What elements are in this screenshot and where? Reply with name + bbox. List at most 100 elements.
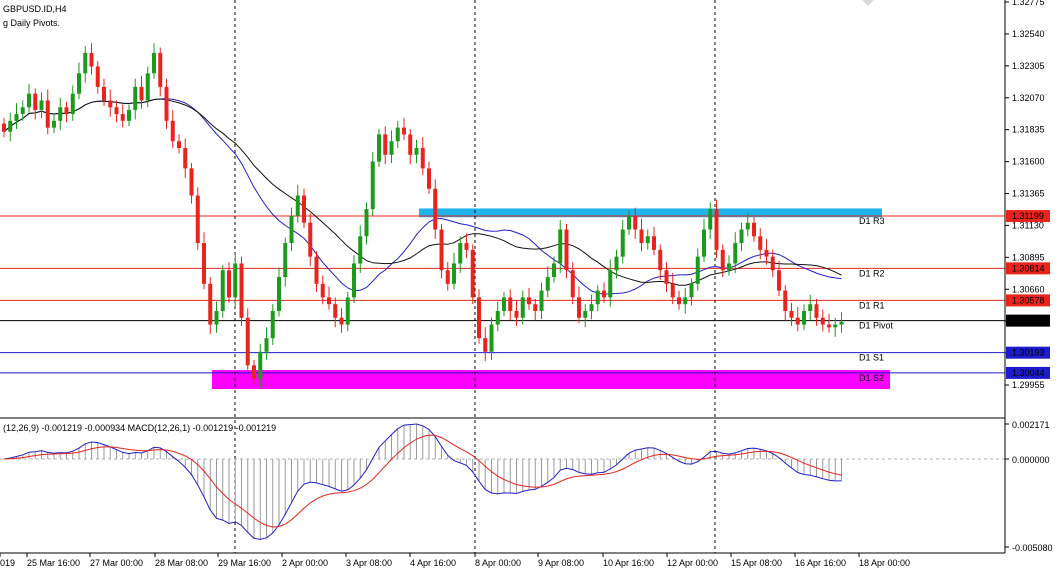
level-tag-text: 1.30814 (1012, 263, 1045, 273)
pivot-labels: D1 R3 D1 R2 D1 R1 D1 Pivot D1 S1 D1 S2 (859, 216, 894, 383)
price-tick: 1.32305 (1012, 61, 1045, 71)
time-axis: 019 25 Mar 16:00 27 Mar 00:00 28 Mar 08:00 2… (0, 552, 1005, 568)
candle-body (602, 290, 606, 298)
level-tag-text: 1.31199 (1012, 211, 1044, 221)
candle-body (727, 263, 731, 271)
price-tick: 1.30660 (1012, 284, 1045, 294)
candle-body (402, 127, 406, 135)
macd-signal-line (3, 434, 842, 528)
candle-body (358, 236, 363, 264)
candle-body (652, 236, 656, 250)
candle-body (683, 297, 688, 305)
candle-body (214, 310, 219, 325)
candle-body (283, 243, 288, 278)
candle-body (39, 100, 44, 110)
candle-body (595, 290, 600, 305)
candle-body (177, 141, 181, 149)
candle-body (620, 229, 625, 257)
price-tick: 1.31365 (1012, 189, 1045, 199)
candle-body (220, 270, 225, 311)
price-tick: 1.32775 (1012, 0, 1045, 7)
candle-body (564, 229, 569, 271)
candle-body (470, 249, 475, 298)
candle-body (514, 310, 519, 318)
candle-body (452, 263, 456, 284)
time-tick: 28 Mar 08:00 (155, 558, 208, 568)
candle-body (208, 283, 213, 325)
main-chart-area: D1 R3 D1 R2 D1 R1 D1 Pivot D1 S1 D1 S2 (0, 0, 1005, 553)
time-tick: 16 Apr 16:00 (795, 558, 846, 568)
candle-body (389, 141, 394, 155)
time-tick: 25 Mar 16:00 (27, 558, 80, 568)
candle-body (264, 338, 269, 352)
price-tick: 1.32540 (1012, 29, 1045, 39)
macd-tick-zero: 0.000000 (1012, 455, 1050, 465)
candle-body (108, 100, 113, 108)
level-tag-text: 1.30193 (1012, 348, 1045, 358)
candle-body (664, 270, 669, 284)
candle-body (552, 263, 556, 278)
level-tag-d1-s1 (1006, 346, 1050, 359)
candle-body (739, 229, 744, 244)
candle-body (133, 86, 138, 110)
candle-body (745, 222, 750, 230)
zone-layer (212, 208, 890, 390)
time-tick: 3 Apr 08:00 (346, 558, 392, 568)
ma-slow-line (3, 98, 842, 286)
candle-body (539, 290, 544, 311)
candle-body (477, 297, 481, 339)
time-tick: 12 Apr 00:00 (667, 558, 718, 568)
candle-body (420, 148, 425, 169)
time-tick: 8 Apr 00:00 (475, 558, 521, 568)
candle-body (70, 93, 75, 115)
level-label-d1-s2: D1 S2 (859, 373, 884, 383)
price-tick: 1.31835 (1012, 125, 1045, 135)
time-tick: 9 Apr 08:00 (538, 558, 584, 568)
candle-body (302, 195, 306, 223)
candle-body (783, 290, 788, 311)
time-tick: 18 Apr 00:00 (859, 558, 910, 568)
candle-body (689, 283, 694, 298)
macd-title: (12,26,9) -0.001219 -0.000934 MACD(12,26… (3, 423, 277, 433)
candle-body (377, 134, 381, 162)
candle-body (545, 277, 550, 291)
price-tick-labels: 1.32775 1.32540 1.32305 1.32070 1.31835 1.316… (1005, 0, 1045, 390)
candle-body (352, 263, 356, 298)
macd-area (0, 417, 1005, 540)
level-tag-text: 1.30429 (1012, 316, 1045, 326)
candle-body (633, 215, 638, 230)
level-label-d1-pivot: D1 Pivot (859, 321, 894, 331)
candle-body (583, 310, 588, 318)
candle-body (433, 188, 438, 230)
candle-body (677, 297, 681, 305)
candle-body (320, 283, 325, 298)
macd-tick-min: -0.005080 (1012, 543, 1053, 553)
candle-body (170, 120, 175, 142)
candle-body (427, 168, 431, 189)
candles (2, 43, 844, 389)
candle-body (89, 52, 94, 67)
candle-body (639, 229, 644, 244)
candle-body (233, 263, 238, 298)
candle-body (27, 93, 31, 108)
candle-body (245, 317, 250, 366)
candle-body (370, 161, 375, 210)
candle-body (345, 297, 350, 325)
candle-body (414, 148, 419, 155)
candle-body (189, 168, 194, 196)
candle-body (45, 100, 50, 128)
candle-body (483, 338, 488, 352)
price-axis: 1.32775 1.32540 1.32305 1.32070 1.31835 1.316… (1004, 0, 1053, 553)
candle-body (327, 297, 331, 305)
candle-body (195, 195, 200, 244)
cyan-zone (419, 208, 882, 218)
candle-body (570, 270, 575, 298)
candle-body (527, 297, 531, 305)
candle-body (120, 114, 125, 121)
candle-body (102, 86, 106, 101)
candle-body (364, 209, 369, 237)
candle-body (458, 243, 463, 264)
candle-body (252, 365, 256, 379)
level-label-d1-r3: D1 R3 (859, 216, 885, 226)
